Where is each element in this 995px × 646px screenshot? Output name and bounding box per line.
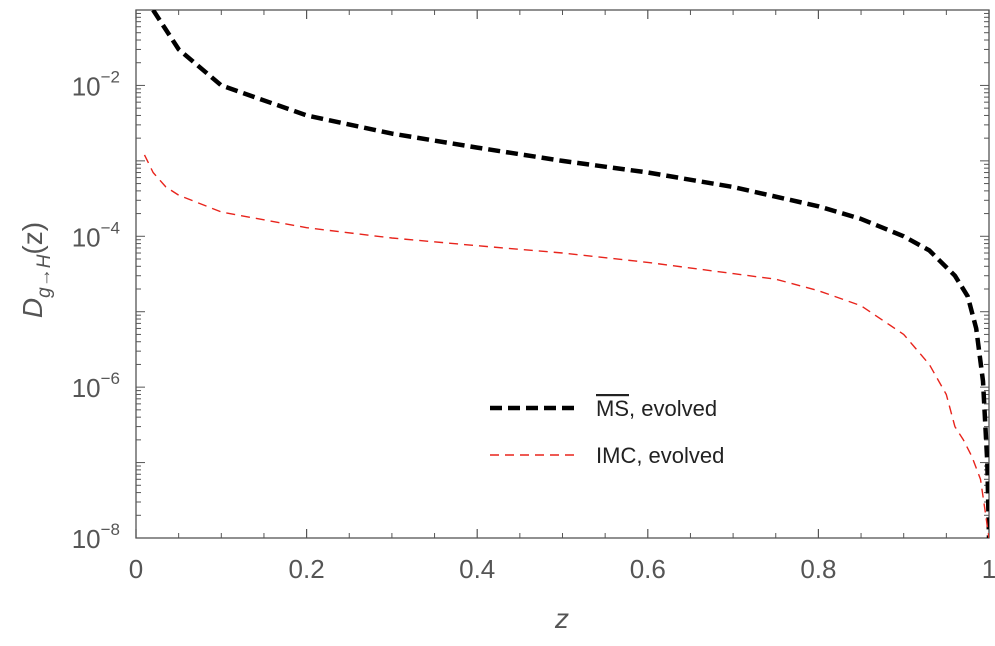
y-tick-base: 10 — [72, 222, 101, 252]
x-tick-label: 0.8 — [800, 554, 836, 584]
y-axis-label: Dg→H(z) — [17, 222, 55, 318]
x-tick-label: 0 — [129, 554, 143, 584]
y-axis-label-base: D — [17, 298, 48, 318]
plot-frame — [135, 9, 990, 539]
axis-ticks: 0 0.2 0.4 0.6 0.8 110−210−410−610−8 — [72, 10, 995, 584]
y-tick-label: 10−8 — [72, 520, 120, 554]
x-axis-label: z — [554, 603, 569, 634]
plot-border — [135, 9, 990, 539]
y-tick-label: 10−4 — [72, 218, 120, 252]
legend-label-imc: IMC, evolved — [596, 443, 724, 468]
x-tick-label: 0.4 — [459, 554, 495, 584]
y-axis-label-suffix: (z) — [17, 222, 48, 255]
x-tick-label: 0.6 — [630, 554, 666, 584]
y-tick-exponent: −8 — [101, 520, 120, 539]
series-line-0 — [151, 10, 989, 538]
y-axis-label-subscript: g→H — [34, 254, 55, 298]
y-tick-base: 10 — [72, 373, 101, 403]
x-tick-label: 0.2 — [289, 554, 325, 584]
y-tick-exponent: −4 — [101, 218, 120, 237]
y-tick-base: 10 — [72, 71, 101, 101]
series-line-1 — [143, 154, 989, 538]
legend-label-ms-overlined: MS — [596, 396, 629, 421]
y-tick-label: 10−2 — [72, 67, 120, 101]
y-tick-exponent: −6 — [101, 369, 120, 388]
series-layer — [143, 10, 989, 538]
svg-text:Dg→H(z): Dg→H(z) — [17, 222, 55, 318]
x-tick-label: 1 — [982, 554, 995, 584]
y-tick-label: 10−6 — [72, 369, 120, 403]
legend: MS, evolved IMC, evolved — [490, 396, 724, 468]
y-tick-base: 10 — [72, 524, 101, 554]
y-tick-exponent: −2 — [101, 67, 120, 86]
legend-label-ms: MS, evolved — [596, 396, 717, 421]
legend-label-ms-rest: , evolved — [629, 396, 717, 421]
